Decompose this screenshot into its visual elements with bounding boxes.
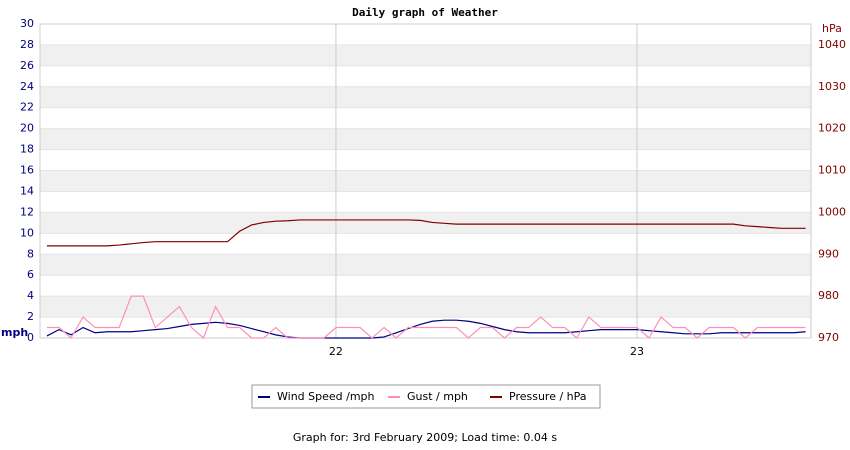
grid-band — [40, 170, 811, 192]
y2-tick-label: 990 — [818, 247, 839, 260]
y-tick-label: 28 — [20, 38, 34, 51]
y-tick-label: 26 — [20, 59, 34, 72]
legend-label: Gust / mph — [407, 390, 468, 403]
y-tick-label: 6 — [27, 268, 34, 281]
y-axis-label: mph — [1, 326, 28, 339]
y-tick-label: 12 — [20, 205, 34, 218]
bands — [40, 44, 811, 318]
y2-tick-label: 980 — [818, 289, 839, 302]
grid-band — [40, 44, 811, 66]
y2-axis-label: hPa — [822, 22, 842, 35]
y2-tick-label: 1010 — [818, 164, 846, 177]
y-tick-label: 24 — [20, 80, 34, 93]
legend-label: Wind Speed /mph — [277, 390, 375, 403]
x-tick-label: 22 — [329, 345, 343, 358]
y-tick-label: 4 — [27, 289, 34, 302]
y-tick-label: 0 — [27, 331, 34, 344]
y2-tick-label: 970 — [818, 331, 839, 344]
y-tick-label: 30 — [20, 17, 34, 30]
y-tick-label: 16 — [20, 164, 34, 177]
legend-label: Pressure / hPa — [509, 390, 587, 403]
grid-band — [40, 128, 811, 150]
y-tick-label: 22 — [20, 101, 34, 114]
plot-frame — [39, 23, 812, 339]
grid-band — [40, 296, 811, 318]
series-line — [46, 219, 806, 247]
series-line — [46, 295, 806, 340]
chart-title: Daily graph of Weather — [352, 6, 498, 19]
grid-band — [40, 86, 811, 108]
y-tick-label: 10 — [20, 226, 34, 239]
y-tick-label: 2 — [27, 310, 34, 323]
y2-tick-label: 1000 — [818, 205, 846, 218]
footer: Graph for: 3rd February 2009; Load time:… — [293, 431, 558, 444]
grid-band — [40, 212, 811, 234]
y-tick-label: 20 — [20, 122, 34, 135]
grid-band — [40, 254, 811, 276]
legend-box — [251, 384, 601, 409]
y2-tick-label: 1030 — [818, 80, 846, 93]
y2-tick-label: 1020 — [818, 122, 846, 135]
series-line — [46, 319, 806, 339]
y-tick-label: 8 — [27, 247, 34, 260]
y-tick-label: 14 — [20, 184, 34, 197]
y-tick-label: 18 — [20, 143, 34, 156]
y2-tick-label: 1040 — [818, 38, 846, 51]
x-tick-label: 23 — [630, 345, 644, 358]
